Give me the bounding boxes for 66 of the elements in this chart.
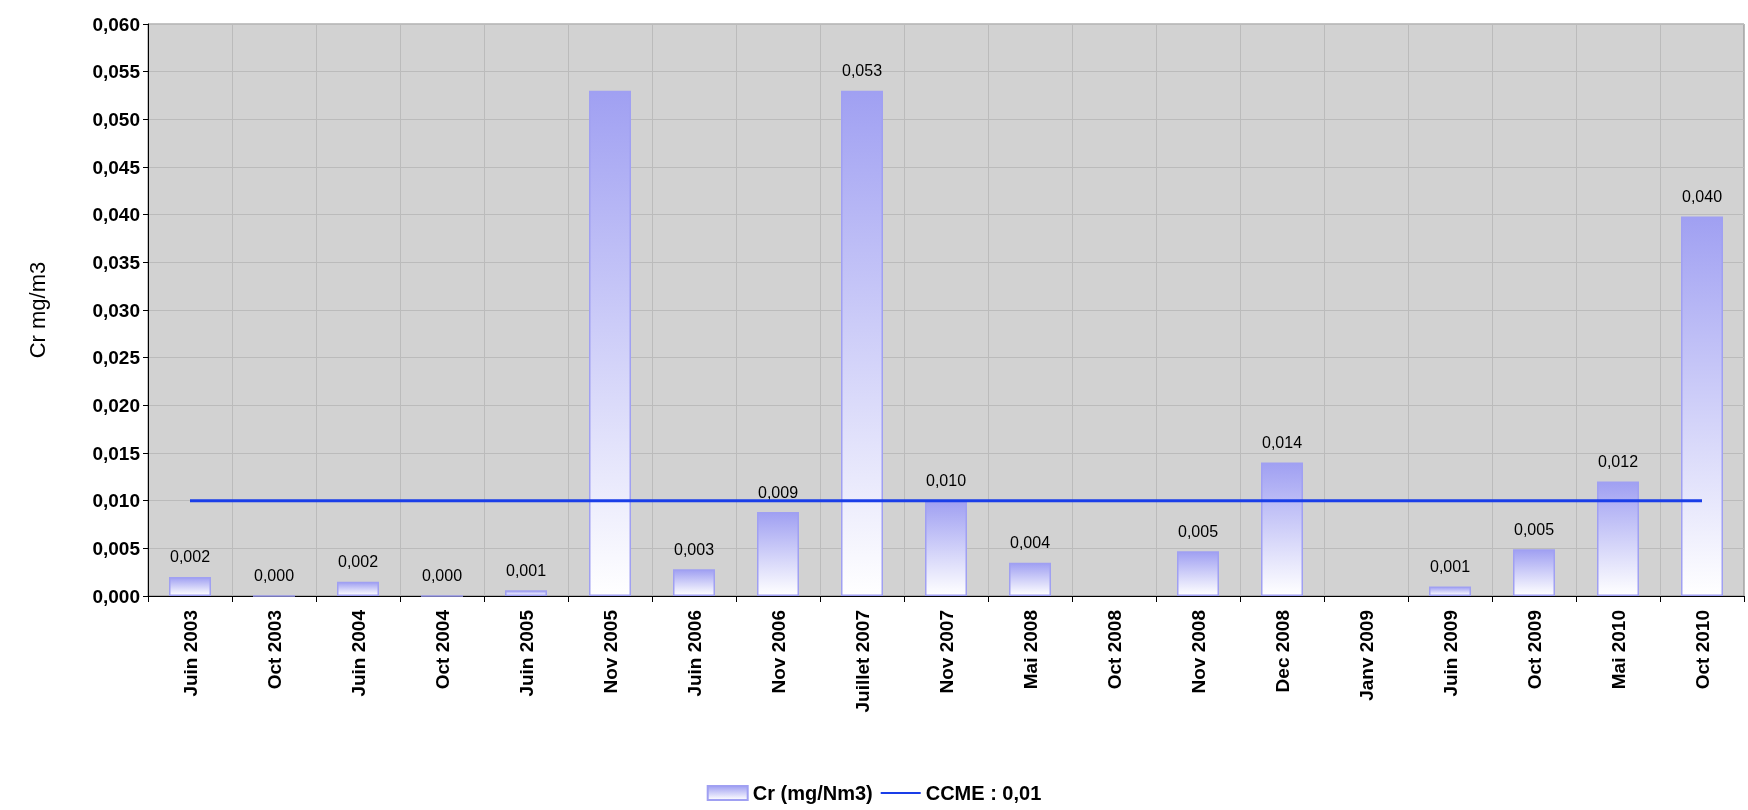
data-label: 0,005 bbox=[1513, 520, 1555, 538]
data-label: 0,002 bbox=[169, 548, 211, 566]
data-label: 0,001 bbox=[1429, 557, 1471, 575]
y-tick-label: 0,025 bbox=[92, 347, 141, 369]
bar bbox=[841, 90, 883, 596]
y-tick-label: 0,045 bbox=[92, 156, 141, 178]
y-tick-label: 0,060 bbox=[92, 13, 140, 35]
data-label: 0,053 bbox=[841, 62, 883, 80]
x-tick-label: Mai 2010 bbox=[1607, 610, 1629, 690]
x-tick-label: Oct 2010 bbox=[1691, 610, 1713, 690]
x-tick-label: Oct 2008 bbox=[1103, 610, 1125, 690]
y-tick-label: 0,005 bbox=[92, 537, 141, 559]
bar bbox=[337, 581, 379, 596]
y-tick-label: 0,020 bbox=[92, 394, 140, 416]
x-tick-label: Juin 2009 bbox=[1439, 610, 1461, 697]
x-tick-label: Juin 2005 bbox=[515, 609, 537, 697]
legend-label: CCME : 0,01 bbox=[925, 782, 1042, 804]
y-tick-label: 0,000 bbox=[92, 585, 140, 607]
data-label: 0,005 bbox=[1177, 522, 1219, 540]
y-axis-title: Cr mg/m3 bbox=[24, 261, 50, 359]
bar bbox=[1261, 462, 1303, 596]
data-label: 0,009 bbox=[757, 483, 799, 501]
bar bbox=[1429, 586, 1471, 596]
bar bbox=[505, 590, 547, 596]
x-tick-label: Juin 2003 bbox=[179, 610, 201, 697]
x-tick-label: Nov 2008 bbox=[1187, 610, 1209, 694]
x-tick-label: Oct 2004 bbox=[431, 609, 453, 690]
bar bbox=[1681, 216, 1723, 596]
x-tick-label: Juillet 2007 bbox=[851, 610, 873, 713]
x-tick-label: Oct 2009 bbox=[1523, 610, 1545, 690]
y-tick-label: 0,030 bbox=[92, 299, 140, 321]
bar bbox=[757, 512, 799, 596]
x-tick-label: Juin 2004 bbox=[347, 609, 369, 697]
y-tick-label: 0,055 bbox=[92, 61, 141, 83]
y-tick-label: 0,010 bbox=[92, 490, 140, 512]
y-tick-label: 0,040 bbox=[92, 204, 140, 226]
data-label: 0,040 bbox=[1681, 188, 1723, 206]
data-label: 0,012 bbox=[1597, 453, 1639, 471]
x-tick-label: Oct 2003 bbox=[263, 610, 285, 690]
bar bbox=[1177, 551, 1219, 596]
data-label: 0,004 bbox=[1009, 534, 1051, 552]
bar bbox=[1513, 549, 1555, 596]
legend-label: Cr (mg/Nm3) bbox=[752, 782, 873, 804]
x-tick-label: Janv 2009 bbox=[1355, 610, 1377, 701]
x-tick-label: Dec 2008 bbox=[1271, 610, 1293, 693]
x-tick-label: Mai 2008 bbox=[1019, 610, 1041, 690]
data-label: 0,003 bbox=[673, 540, 715, 558]
x-tick-label: Nov 2006 bbox=[767, 610, 789, 694]
y-tick-label: 0,050 bbox=[92, 108, 140, 130]
x-tick-label: Juin 2006 bbox=[683, 610, 705, 697]
data-label: 0,002 bbox=[337, 553, 379, 571]
bar bbox=[589, 90, 631, 596]
x-tick-label: Nov 2005 bbox=[599, 609, 621, 694]
bar bbox=[925, 500, 967, 596]
bar bbox=[673, 569, 715, 596]
x-tick-label: Nov 2007 bbox=[935, 610, 957, 694]
bar bbox=[1009, 562, 1051, 596]
data-label: 0,014 bbox=[1261, 434, 1303, 452]
bar bbox=[169, 576, 211, 596]
data-label: 0,001 bbox=[505, 561, 547, 579]
y-tick-label: 0,015 bbox=[92, 442, 141, 464]
data-label: 0,000 bbox=[253, 566, 295, 584]
bar bbox=[1597, 481, 1639, 596]
y-tick-label: 0,035 bbox=[92, 251, 141, 273]
data-label: 0,000 bbox=[421, 566, 463, 584]
data-label: 0,010 bbox=[925, 472, 967, 490]
